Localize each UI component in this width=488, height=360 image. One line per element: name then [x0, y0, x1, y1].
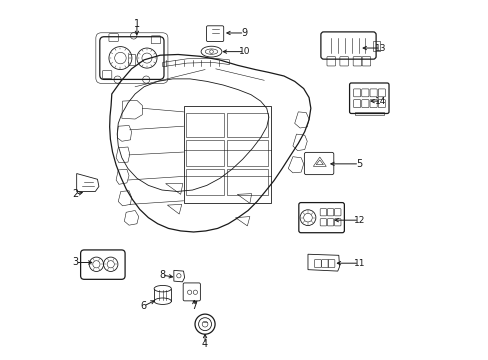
Text: 5: 5 — [355, 159, 362, 169]
Text: 7: 7 — [191, 301, 197, 311]
Bar — [354, 112, 383, 115]
Bar — [226, 140, 267, 166]
Bar — [186, 140, 224, 166]
Text: 11: 11 — [353, 259, 364, 268]
Bar — [128, 54, 135, 64]
Bar — [226, 168, 267, 195]
Text: 13: 13 — [374, 44, 386, 53]
Text: 9: 9 — [241, 28, 247, 38]
Text: 12: 12 — [353, 216, 364, 225]
Text: 10: 10 — [238, 47, 250, 56]
Text: 8: 8 — [159, 270, 165, 280]
Bar — [186, 113, 224, 137]
Text: 14: 14 — [374, 96, 386, 105]
Bar — [183, 107, 271, 203]
Text: 4: 4 — [202, 339, 208, 349]
Text: 6: 6 — [140, 301, 146, 311]
Bar — [226, 113, 267, 137]
Text: 1: 1 — [134, 19, 140, 29]
Bar — [372, 41, 379, 50]
Text: 3: 3 — [72, 257, 78, 267]
Text: 2: 2 — [72, 189, 78, 199]
Bar — [186, 168, 224, 195]
